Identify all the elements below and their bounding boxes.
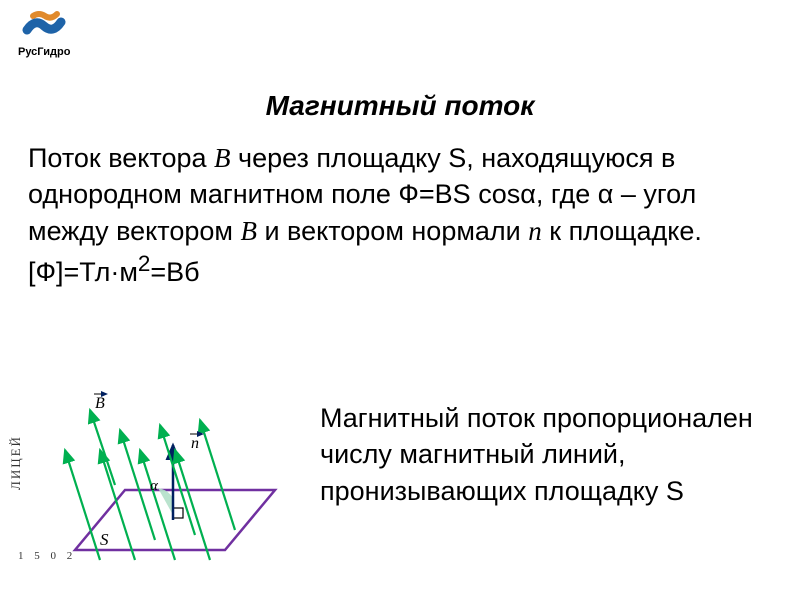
svg-text:n: n (191, 435, 199, 452)
p1-text: Поток вектора (28, 143, 214, 173)
left-column: ЛИЦЕЙ 1 5 0 2 BnαS (0, 390, 320, 590)
p3-text: и вектором нормали (257, 216, 528, 246)
var-n: n (528, 216, 542, 246)
flux-diagram: Bn α S (45, 390, 305, 575)
side-logo-text: ЛИЦЕЙ (8, 435, 24, 490)
sup-2: 2 (138, 251, 151, 276)
svg-text:B: B (95, 395, 105, 412)
paragraph-1: Поток вектора B через площадку S, находя… (28, 140, 772, 291)
p5-text: =Вб (150, 257, 199, 287)
var-B-2: B (240, 216, 257, 246)
lower-row: ЛИЦЕЙ 1 5 0 2 BnαS Магнитный поток пропо… (0, 390, 800, 590)
paragraph-2: Магнитный поток пропорционален числу маг… (320, 390, 790, 590)
svg-text:S: S (100, 530, 109, 549)
page-title: Магнитный поток (0, 90, 800, 122)
logo-icon (21, 8, 67, 44)
svg-text:α: α (150, 478, 159, 494)
var-B-1: B (214, 143, 231, 173)
logo-block: РусГидро (18, 8, 70, 58)
logo-caption: РусГидро (18, 46, 70, 58)
